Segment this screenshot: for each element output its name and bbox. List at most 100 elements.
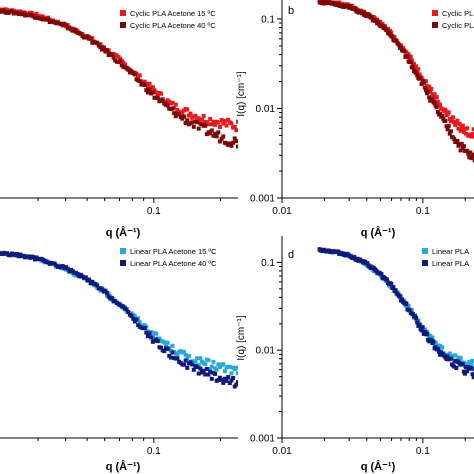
data-point [195,365,200,370]
data-point [165,346,170,351]
data-point [458,148,463,153]
data-point [453,358,458,363]
y-tick-label: 0.001 [250,434,275,445]
data-point [435,343,440,348]
data-point [198,366,203,371]
legend-label: Cyclic PLA Acetone 15 ºC [130,9,216,18]
data-point [222,119,227,124]
data-point [188,360,193,365]
data-point [416,67,421,72]
data-point [216,120,221,125]
data-point [175,352,180,357]
data-point [417,322,422,327]
data-point [401,45,406,50]
y-tick-label: 0.01 [256,346,276,357]
x-tick-label: 0.1 [147,446,161,457]
data-point [186,113,191,118]
plot-area [317,247,474,380]
y-tick-label: 0.1 [261,14,275,25]
series-2 [317,247,474,380]
data-point [469,156,474,161]
panel-c: 0.1q (Å⁻¹)Linear PLA Acetone 15 ºCLinear… [0,247,238,473]
data-point [414,64,419,69]
data-point [389,281,394,286]
data-point [132,313,137,318]
data-point [183,121,188,126]
data-point [155,339,160,344]
data-point [190,120,195,125]
data-point [214,134,219,139]
data-point [234,365,238,370]
data-point [464,365,469,370]
data-point [234,382,238,387]
data-point [449,119,454,124]
data-point [236,144,238,149]
data-point [409,307,414,312]
legend-label: Cyclic PLA [442,21,474,30]
data-point [150,85,155,90]
data-point [428,89,433,94]
data-point [21,11,26,16]
data-point [14,252,19,257]
data-point [447,131,452,136]
x-tick-label: 0.01 [272,206,292,217]
data-point [455,118,460,123]
data-point [400,297,405,302]
data-point [87,277,92,282]
data-point [142,325,147,330]
data-point [98,45,103,50]
data-point [454,120,459,125]
data-point [219,136,224,141]
plot-area [317,0,474,163]
legend-marker [120,22,126,28]
data-point [469,362,474,367]
data-point [181,362,186,367]
y-tick-label: 0.001 [250,194,275,205]
data-point [209,128,214,133]
data-point [438,343,443,348]
data-point [229,121,234,126]
y-tick-label: 0.01 [256,104,276,115]
data-point [227,381,232,386]
data-point [147,87,152,92]
data-point [126,310,131,315]
data-point [417,72,422,77]
data-point [466,362,471,367]
data-point [472,158,474,163]
x-axis-label: q (Å⁻¹) [106,226,141,239]
data-point [470,358,474,363]
x-tick-label: 0.1 [416,206,430,217]
data-point [382,25,387,30]
data-point [217,375,222,380]
data-point [426,89,431,94]
data-point [201,368,206,373]
data-point [193,359,198,364]
data-point [374,18,379,23]
data-point [121,304,126,309]
data-point [85,34,90,39]
data-point [31,255,36,260]
data-point [234,128,238,133]
legend-label: Linear PLA Acetone 40 ºC [130,259,217,268]
data-point [101,45,106,50]
data-point [376,19,381,24]
data-point [168,355,173,360]
data-point [445,127,450,132]
data-point [221,121,226,126]
data-point [461,129,466,134]
data-point [457,142,462,147]
data-point [470,132,474,137]
data-point [433,99,438,104]
data-point [217,125,222,130]
data-point [208,117,213,122]
data-point [460,361,465,366]
data-point [445,354,450,359]
data-point [467,155,472,160]
data-point [185,356,190,361]
data-point [170,350,175,355]
data-point [232,136,237,141]
x-tick-label: 0.1 [416,446,430,457]
data-point [199,117,204,122]
data-point [185,107,190,112]
data-point [226,375,231,380]
